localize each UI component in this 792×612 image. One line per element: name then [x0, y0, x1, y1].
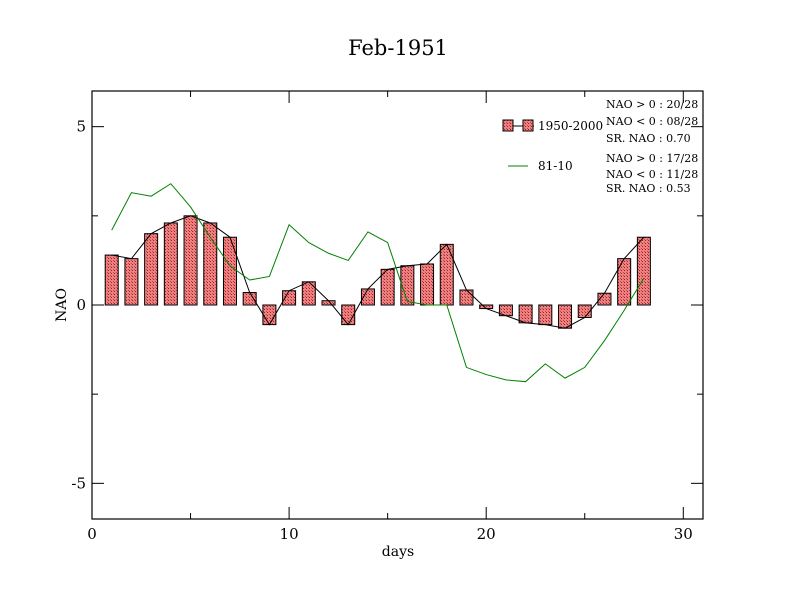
bar	[163, 222, 178, 306]
bar	[242, 292, 257, 306]
x-tick-label: 0	[87, 525, 97, 543]
bar	[183, 215, 198, 306]
bar	[104, 254, 119, 306]
x-tick-label: 10	[280, 525, 299, 543]
lines-layer	[111, 183, 645, 383]
bar	[518, 304, 533, 324]
bar	[124, 258, 139, 306]
bar	[636, 236, 651, 306]
bar	[538, 304, 553, 326]
stats-line: NAO > 0 : 20/28	[606, 98, 698, 111]
legend: 1950-2000 81-10	[502, 119, 603, 173]
bar	[380, 268, 395, 306]
bar	[439, 243, 454, 306]
bar	[617, 258, 632, 306]
legend-bar-swatch-left	[502, 119, 514, 132]
stats-line: NAO > 0 : 17/28	[606, 152, 698, 165]
series-line-1950-2000	[111, 215, 645, 329]
bar	[459, 289, 474, 306]
bar	[262, 304, 277, 326]
x-tick-label: 20	[477, 525, 496, 543]
y-axis-label: NAO	[54, 288, 70, 322]
stats-line: NAO < 0 : 08/28	[606, 115, 698, 128]
bar	[301, 281, 316, 306]
legend-line-label: 81-10	[538, 159, 573, 173]
bar	[341, 304, 356, 326]
bar	[558, 304, 573, 329]
bar	[400, 265, 415, 306]
legend-bar-label: 1950-2000	[538, 119, 603, 133]
y-tick-label: 0	[76, 296, 86, 314]
bar	[203, 222, 218, 306]
chart-title: Feb-1951	[348, 36, 448, 60]
stats-line: NAO < 0 : 11/28	[606, 168, 698, 181]
bars-layer	[104, 215, 651, 329]
stats-line: SR. NAO : 0.70	[606, 132, 691, 145]
bar	[144, 233, 159, 306]
stats-line: SR. NAO : 0.53	[606, 182, 691, 195]
stats-block: NAO > 0 : 20/28 NAO < 0 : 08/28 SR. NAO …	[606, 98, 698, 195]
bar	[222, 236, 237, 306]
x-axis-label: days	[382, 544, 414, 560]
y-tick-label: 5	[76, 118, 86, 136]
legend-bar-swatch-right	[522, 119, 534, 132]
y-tick-label: -5	[71, 474, 86, 492]
ticks-layer: 0 10 20 30 -5 0 5	[71, 91, 703, 543]
x-tick-label: 30	[674, 525, 693, 543]
bar	[420, 263, 435, 306]
series-line-81-10	[111, 183, 645, 383]
